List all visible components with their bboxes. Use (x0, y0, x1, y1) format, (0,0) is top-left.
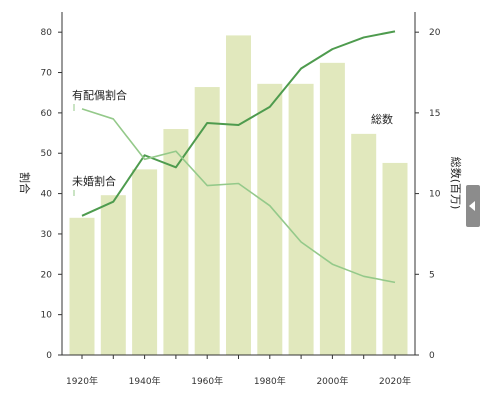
bar-1930 (100, 195, 126, 355)
bar-1970 (226, 35, 251, 356)
bar-2010 (351, 133, 377, 355)
y-right-tick-label: 20 (429, 28, 441, 38)
bars-group (69, 35, 408, 356)
bar-1980 (257, 83, 283, 355)
x-tick-label: 1920年 (66, 375, 98, 387)
bar-2020 (382, 162, 408, 355)
side-panel-toggle[interactable] (466, 185, 480, 227)
line-series-married (81, 30, 396, 217)
y-left-tick-label: 40 (41, 190, 53, 200)
label-married: 有配偶割合 (72, 88, 127, 102)
y-left-tick-label: 60 (41, 109, 53, 119)
y-left-tick-label: 80 (41, 28, 53, 38)
y-right-tick-label: 0 (429, 351, 435, 361)
x-tick-label: 1980年 (254, 375, 286, 387)
y-left-tick-label: 10 (41, 311, 53, 321)
y-left-tick-label: 20 (41, 270, 53, 280)
x-tick-label: 2000年 (316, 375, 348, 387)
axes-group: 0 10 20 30 40 50 60 70 80 0 5 10 15 20 1920年 1940年 1960年… (18, 12, 463, 387)
x-tick-label: 1940年 (129, 375, 161, 387)
label-unmarried-bg (70, 174, 118, 188)
y-right-tick-label: 15 (429, 109, 440, 119)
chevron-left-icon (469, 201, 475, 211)
bar-1990 (288, 83, 314, 355)
y-left-tick-label: 50 (41, 149, 53, 159)
x-tick-label: 2020年 (379, 375, 411, 387)
x-tick-label: 1960年 (191, 375, 223, 387)
y-left-tick-label: 30 (41, 230, 53, 240)
y-right-tick-label: 5 (429, 270, 435, 280)
bar-1940 (132, 169, 158, 355)
label-total-bg (369, 112, 395, 126)
label-married-bg (70, 88, 129, 102)
y-right-axis-title: 総数(百万) (449, 157, 463, 210)
y-left-tick-label: 0 (46, 351, 52, 361)
line-series-unmarried (81, 108, 396, 284)
y-left-tick-label: 70 (41, 69, 53, 79)
bar-1960 (194, 87, 220, 356)
label-unmarried: 未婚割合 (72, 174, 116, 188)
bar-2000 (319, 62, 345, 356)
lines-group (81, 30, 396, 284)
y-right-tick-label: 10 (429, 190, 441, 200)
label-total: 総数 (371, 112, 393, 126)
bar-1920 (69, 217, 95, 355)
y-left-axis-title: 割合 (18, 172, 32, 194)
